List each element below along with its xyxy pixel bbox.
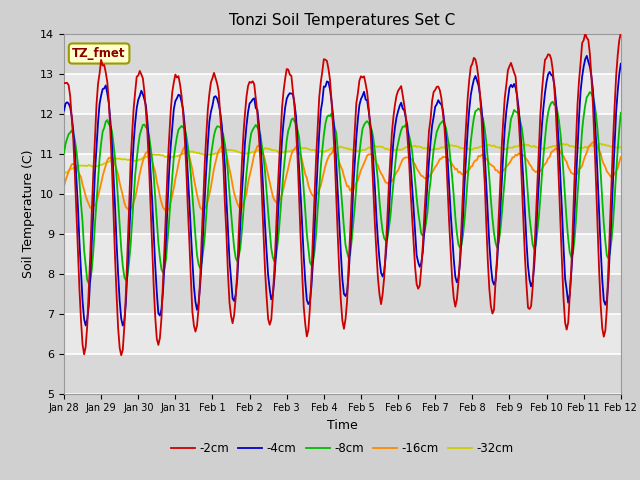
-16cm [163, 209, 170, 215]
-32cm [549, 144, 557, 149]
-16cm [410, 160, 417, 166]
-4cm [617, 61, 625, 67]
-16cm [550, 147, 558, 153]
-32cm [76, 163, 83, 168]
-8cm [165, 217, 173, 223]
-8cm [397, 127, 405, 133]
Legend: -2cm, -4cm, -8cm, -16cm, -32cm: -2cm, -4cm, -8cm, -16cm, -32cm [166, 437, 518, 460]
X-axis label: Time: Time [327, 419, 358, 432]
-2cm [397, 83, 405, 89]
-4cm [410, 205, 417, 211]
-2cm [60, 80, 68, 86]
-4cm [119, 323, 127, 328]
-2cm [379, 291, 387, 297]
-16cm [589, 139, 597, 145]
-16cm [76, 171, 83, 177]
-4cm [583, 53, 591, 59]
Line: -16cm: -16cm [64, 142, 621, 212]
-16cm [165, 205, 173, 211]
-32cm [164, 154, 172, 159]
Bar [64, 354, 621, 394]
-4cm [165, 168, 173, 174]
Bar [64, 34, 621, 73]
Bar [64, 154, 621, 193]
-16cm [60, 183, 68, 189]
-8cm [586, 89, 594, 95]
-4cm [60, 108, 68, 113]
Bar [64, 73, 621, 114]
-2cm [117, 352, 125, 358]
-32cm [396, 146, 403, 152]
Text: TZ_fmet: TZ_fmet [72, 47, 126, 60]
Line: -32cm: -32cm [64, 144, 621, 173]
-8cm [410, 162, 417, 168]
-16cm [617, 154, 625, 160]
-4cm [397, 100, 405, 106]
-32cm [597, 141, 605, 146]
Title: Tonzi Soil Temperatures Set C: Tonzi Soil Temperatures Set C [229, 13, 456, 28]
-4cm [379, 274, 387, 279]
-2cm [550, 85, 558, 91]
-32cm [377, 144, 385, 149]
Bar [64, 234, 621, 274]
-2cm [165, 135, 173, 141]
-32cm [408, 143, 416, 149]
Line: -4cm: -4cm [64, 56, 621, 325]
-2cm [76, 287, 83, 293]
-8cm [617, 110, 625, 116]
-32cm [617, 144, 625, 150]
Bar [64, 114, 621, 154]
-8cm [76, 179, 83, 185]
-2cm [617, 30, 625, 36]
-32cm [60, 170, 68, 176]
-4cm [76, 240, 83, 245]
-8cm [379, 228, 387, 234]
Line: -8cm: -8cm [64, 92, 621, 283]
Bar [64, 193, 621, 234]
-4cm [550, 81, 558, 87]
Line: -2cm: -2cm [64, 33, 621, 355]
-16cm [379, 173, 387, 179]
Bar [64, 313, 621, 354]
-8cm [60, 150, 68, 156]
-2cm [410, 241, 417, 247]
Y-axis label: Soil Temperature (C): Soil Temperature (C) [22, 149, 35, 278]
Bar [64, 274, 621, 313]
-16cm [397, 160, 405, 166]
-8cm [550, 102, 558, 108]
-8cm [85, 280, 93, 286]
